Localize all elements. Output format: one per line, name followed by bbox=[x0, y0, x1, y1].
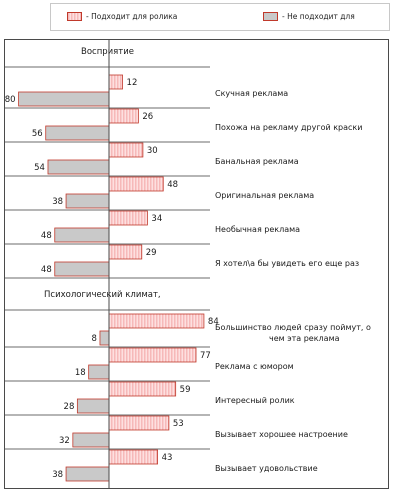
bar-suitable bbox=[108, 74, 123, 90]
category-label: Скучная реклама bbox=[215, 89, 288, 98]
legend-label-unsuitable: - Не подходит для bbox=[282, 12, 355, 21]
legend-swatch-suitable bbox=[67, 12, 82, 21]
value-label-unsuitable: 54 bbox=[34, 163, 45, 173]
bar-suitable bbox=[108, 142, 144, 158]
bar-unsuitable bbox=[99, 330, 110, 346]
value-label-suitable: 53 bbox=[173, 419, 184, 429]
bar-unsuitable bbox=[47, 159, 110, 175]
category-label: Реклама с юмором bbox=[215, 362, 294, 371]
chart-frame bbox=[4, 39, 389, 489]
category-label: Оригинальная реклама bbox=[215, 191, 314, 200]
value-label-unsuitable: 28 bbox=[64, 402, 75, 412]
bar-unsuitable bbox=[45, 125, 110, 141]
legend-item-suitable: - Подходит для ролика bbox=[67, 10, 177, 23]
value-label-suitable: 26 bbox=[142, 112, 153, 122]
bar-suitable bbox=[108, 244, 143, 260]
value-label-suitable: 59 bbox=[180, 385, 191, 395]
category-label: чем эта реклама bbox=[269, 334, 340, 343]
value-label-suitable: 77 bbox=[200, 351, 211, 361]
value-label-suitable: 34 bbox=[151, 214, 162, 224]
bar-unsuitable bbox=[65, 193, 110, 209]
value-label-unsuitable: 32 bbox=[59, 436, 70, 446]
category-label: Вызывает удовольствие bbox=[215, 464, 318, 473]
value-label-unsuitable: 80 bbox=[5, 95, 16, 105]
category-label: Необычная реклама bbox=[215, 225, 300, 234]
bar-unsuitable bbox=[54, 261, 110, 277]
bar-unsuitable bbox=[88, 364, 110, 380]
value-label-unsuitable: 38 bbox=[52, 197, 63, 207]
value-label-unsuitable: 56 bbox=[32, 129, 43, 139]
value-label-unsuitable: 48 bbox=[41, 265, 52, 275]
chart-legend: - Подходит для ролика - Не подходит для bbox=[50, 3, 390, 31]
category-label: Вызывает хорошее настроение bbox=[215, 430, 348, 439]
bar-suitable bbox=[108, 313, 205, 329]
bar-unsuitable bbox=[18, 91, 110, 107]
bar-unsuitable bbox=[72, 432, 110, 448]
legend-item-unsuitable: - Не подходит для bbox=[263, 10, 355, 23]
bar-unsuitable bbox=[65, 466, 110, 482]
bar-suitable bbox=[108, 176, 164, 192]
value-label-suitable: 12 bbox=[127, 78, 138, 88]
value-label-unsuitable: 38 bbox=[52, 470, 63, 480]
value-label-unsuitable: 48 bbox=[41, 231, 52, 241]
bar-suitable bbox=[108, 381, 177, 397]
value-label-suitable: 43 bbox=[162, 453, 173, 463]
value-label-suitable: 30 bbox=[147, 146, 158, 156]
category-label: Похожа на рекламу другой краски bbox=[215, 123, 362, 132]
value-label-unsuitable: 8 bbox=[92, 334, 97, 344]
legend-label-suitable: - Подходит для ролика bbox=[86, 12, 178, 21]
category-label: Я хотел\а бы увидеть его еще раз bbox=[215, 259, 359, 268]
section-title: Психологический климат, bbox=[44, 290, 161, 300]
value-label-suitable: 48 bbox=[167, 180, 178, 190]
bar-unsuitable bbox=[54, 227, 110, 243]
bar-unsuitable bbox=[76, 398, 110, 414]
category-label: Большинство людей сразу поймут, о bbox=[215, 323, 371, 332]
bar-suitable bbox=[108, 415, 170, 431]
bar-suitable bbox=[108, 108, 139, 124]
value-label-suitable: 84 bbox=[208, 317, 219, 327]
section-title: Восприятие bbox=[81, 47, 134, 57]
category-label: Банальная реклама bbox=[215, 157, 299, 166]
value-label-suitable: 29 bbox=[146, 248, 157, 258]
bar-suitable bbox=[108, 210, 148, 226]
bar-suitable bbox=[108, 449, 158, 465]
bar-suitable bbox=[108, 347, 197, 363]
value-label-unsuitable: 18 bbox=[75, 368, 86, 378]
legend-swatch-unsuitable bbox=[263, 12, 278, 21]
category-label: Интересный ролик bbox=[215, 396, 295, 405]
